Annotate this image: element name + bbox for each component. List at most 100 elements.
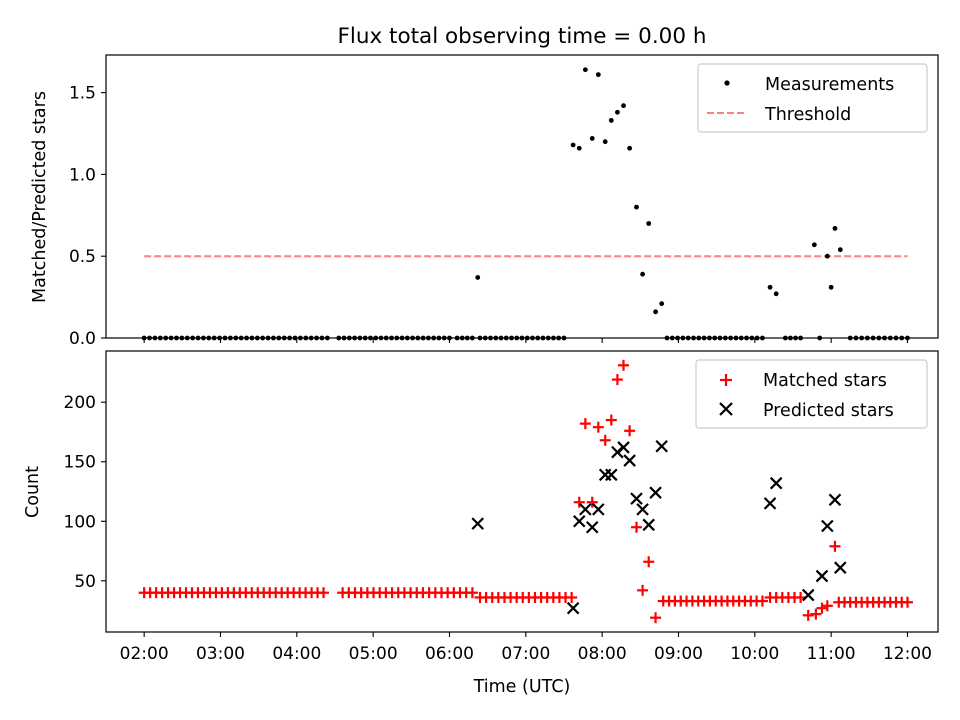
measurement-point	[420, 335, 426, 341]
measurement-point	[482, 335, 488, 341]
matched-star-point	[643, 556, 655, 568]
measurement-point	[882, 335, 887, 341]
matched-stars-points	[138, 359, 913, 624]
measurement-point	[357, 335, 363, 341]
measurement-point	[535, 335, 541, 341]
predicted-marker-b	[815, 569, 829, 583]
predicted-star-point	[642, 518, 655, 532]
top-y-ticks: 0.0 0.5 1.0 1.5	[69, 84, 106, 349]
measurement-point	[436, 335, 442, 341]
matched-star-point	[605, 414, 617, 426]
matched-star-point	[466, 587, 478, 599]
matched-star-point	[756, 595, 768, 607]
measurement-point	[627, 145, 633, 151]
x-tick-label: 05:00	[349, 644, 398, 664]
predicted-star-point	[579, 503, 592, 516]
top-legend-box	[697, 63, 928, 133]
measurement-point	[227, 335, 233, 341]
measurement-point	[707, 335, 712, 341]
predicted-star-point	[636, 503, 649, 516]
measurement-point	[469, 335, 475, 341]
measurement-point	[383, 335, 389, 341]
measurement-point	[832, 225, 838, 231]
measurement-point	[589, 136, 595, 141]
predicted-star-point	[605, 468, 618, 482]
measurement-point	[260, 335, 266, 341]
measurement-point	[893, 335, 899, 341]
measurement-point	[217, 335, 222, 341]
matched-star-point	[810, 608, 822, 620]
predicted-marker-b	[828, 493, 842, 507]
predicted-marker-b	[592, 503, 605, 516]
measurement-point	[640, 271, 646, 277]
measurement-point	[362, 335, 368, 341]
measurement-point	[595, 72, 601, 78]
predicted-star-point	[471, 517, 485, 530]
measurement-point	[788, 335, 793, 341]
measurement-point	[287, 335, 293, 341]
measurement-point	[303, 335, 309, 341]
measurement-point	[447, 335, 452, 341]
measurement-point	[271, 335, 276, 341]
measurement-point	[281, 335, 287, 341]
predicted-marker-b	[655, 439, 668, 453]
measurement-point	[824, 253, 830, 259]
measurement-point	[509, 335, 514, 341]
measurement-point	[556, 335, 562, 341]
predicted-marker-b	[566, 601, 580, 615]
measurement-point	[163, 335, 169, 341]
predicted-star-point	[821, 519, 834, 533]
x-tick-label: 12:00	[883, 644, 932, 664]
measurement-point	[190, 335, 196, 341]
matched-star-point	[573, 496, 585, 508]
measurement-point	[634, 204, 639, 210]
predicted-marker-b	[801, 588, 815, 602]
measurement-point	[545, 335, 551, 341]
predicted-star-point	[566, 601, 580, 615]
top-legend: Measurements Threshold	[697, 63, 928, 133]
measurement-point	[514, 335, 520, 341]
measurement-point	[493, 335, 499, 341]
measurement-point	[576, 145, 582, 151]
legend-marker-measurements	[724, 80, 730, 86]
measurement-point	[415, 335, 421, 341]
measurement-point	[184, 335, 190, 341]
measurement-point	[733, 335, 739, 341]
measurement-point	[201, 335, 206, 341]
measurement-point	[798, 335, 804, 341]
matched-star-point	[611, 374, 623, 386]
predicted-star-point	[617, 441, 630, 454]
predicted-marker-b	[617, 441, 630, 454]
predicted-star-point	[769, 476, 783, 490]
predicted-star-point	[801, 588, 815, 602]
measurement-point	[887, 335, 893, 341]
measurement-point	[870, 335, 876, 341]
predicted-marker-b	[630, 492, 643, 505]
predicted-star-point	[828, 493, 842, 507]
measurement-point	[744, 335, 749, 341]
predicted-marker-b	[649, 486, 662, 499]
measurement-point	[276, 335, 282, 341]
measurement-point	[319, 335, 325, 341]
measurement-point	[621, 103, 626, 109]
measurement-point	[837, 247, 843, 253]
measurement-point	[738, 335, 744, 341]
bottom-y-axis-label: Count	[23, 466, 43, 518]
measurement-point	[249, 335, 255, 341]
measurement-point	[454, 335, 460, 341]
measurement-point	[195, 335, 201, 341]
measurement-point	[464, 335, 470, 341]
measurement-point	[828, 284, 834, 290]
measurement-point	[152, 335, 158, 341]
predicted-marker-b	[821, 519, 834, 533]
predicted-star-point	[598, 468, 612, 482]
measurement-point	[389, 335, 394, 341]
predicted-star-point	[592, 503, 605, 516]
measurement-point	[314, 335, 319, 341]
predicted-marker-b	[642, 518, 655, 532]
measurement-point	[157, 335, 163, 341]
predicted-marker-b	[769, 476, 783, 490]
measurement-point	[292, 335, 298, 341]
predicted-marker-b	[636, 503, 649, 516]
measurement-point	[222, 335, 228, 341]
